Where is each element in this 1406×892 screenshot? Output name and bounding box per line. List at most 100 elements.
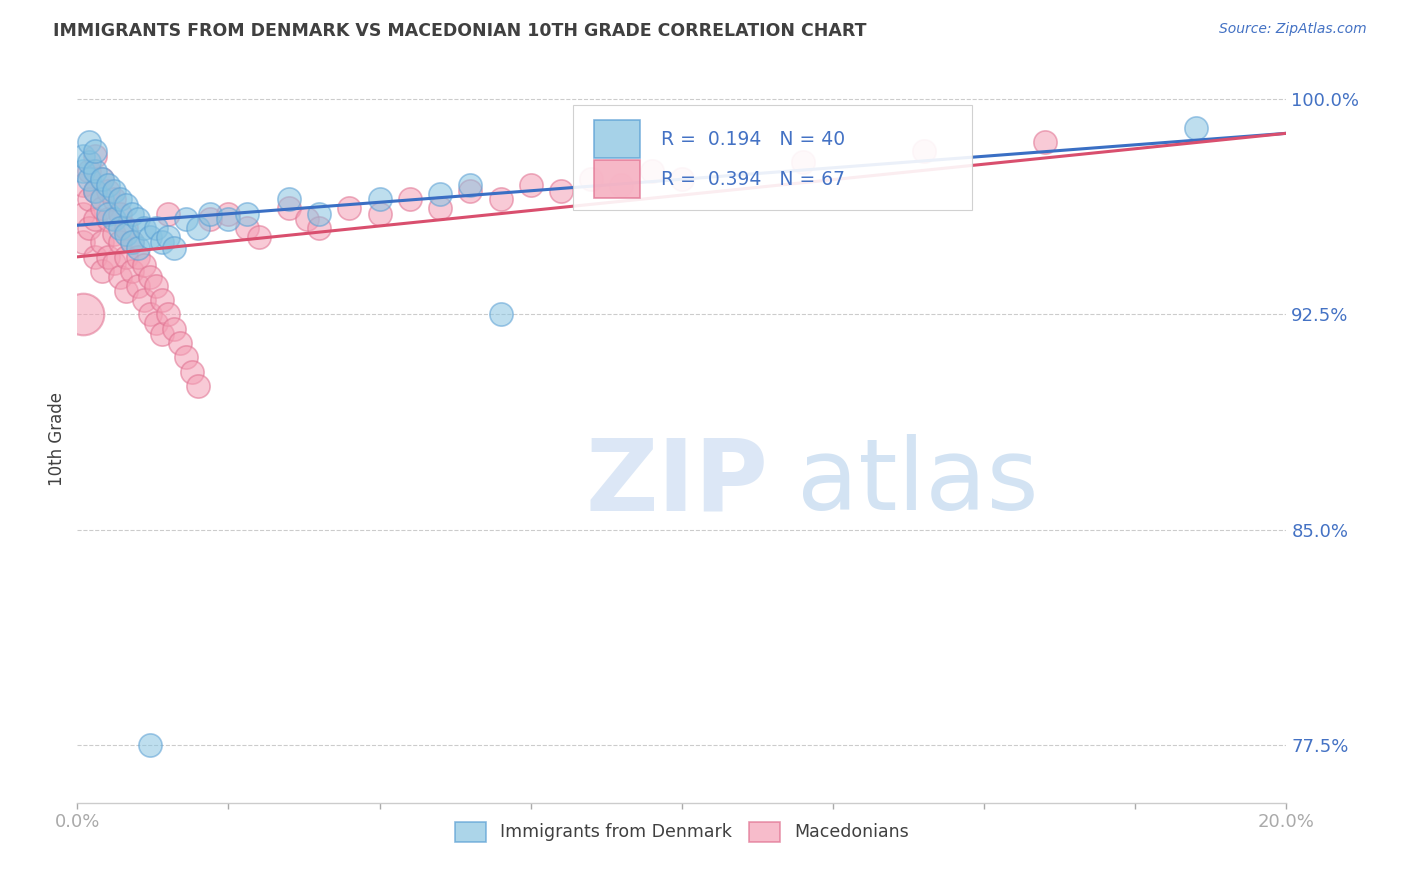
Point xyxy=(458,184,481,198)
Point xyxy=(79,155,101,169)
Point xyxy=(90,201,112,215)
Point xyxy=(671,172,693,186)
Point xyxy=(96,212,118,227)
Point xyxy=(72,163,94,178)
Point xyxy=(132,293,155,307)
Point xyxy=(84,144,107,158)
Point xyxy=(368,207,391,221)
Point xyxy=(114,285,136,299)
Point xyxy=(108,193,131,207)
Point xyxy=(145,316,167,330)
Point xyxy=(157,307,180,321)
Point xyxy=(79,135,101,149)
Point xyxy=(581,172,603,186)
Point xyxy=(489,307,512,321)
Point xyxy=(132,221,155,235)
Point xyxy=(187,221,209,235)
Text: IMMIGRANTS FROM DENMARK VS MACEDONIAN 10TH GRADE CORRELATION CHART: IMMIGRANTS FROM DENMARK VS MACEDONIAN 10… xyxy=(53,22,868,40)
Point xyxy=(79,193,101,207)
Point xyxy=(368,193,391,207)
Point xyxy=(278,201,301,215)
Point xyxy=(429,201,451,215)
Point xyxy=(90,264,112,278)
Point xyxy=(96,178,118,192)
Point xyxy=(235,207,257,221)
Point xyxy=(218,212,240,227)
Point xyxy=(1033,135,1056,149)
Point xyxy=(247,229,270,244)
Point xyxy=(458,178,481,192)
Point xyxy=(121,207,143,221)
Point xyxy=(90,172,112,186)
Point xyxy=(96,184,118,198)
Point xyxy=(429,186,451,201)
Point xyxy=(108,235,131,250)
Point xyxy=(157,207,180,221)
Point xyxy=(641,163,664,178)
Point xyxy=(139,269,162,284)
Text: atlas: atlas xyxy=(797,434,1039,532)
Point xyxy=(181,365,204,379)
Point xyxy=(150,235,173,250)
Point xyxy=(127,212,149,227)
Point xyxy=(1184,120,1206,135)
Point xyxy=(145,278,167,293)
Point xyxy=(163,241,186,255)
Point xyxy=(218,207,240,221)
Point xyxy=(308,221,330,235)
Point xyxy=(84,250,107,264)
Point xyxy=(114,221,136,235)
Point xyxy=(96,207,118,221)
Point xyxy=(610,178,633,192)
Point xyxy=(72,307,94,321)
Point xyxy=(79,163,101,178)
Bar xyxy=(593,161,640,198)
Point xyxy=(520,178,543,192)
Point xyxy=(792,155,814,169)
Point xyxy=(550,184,572,198)
Point xyxy=(139,307,162,321)
Text: R =  0.194   N = 40: R = 0.194 N = 40 xyxy=(661,129,845,149)
Point xyxy=(127,250,149,264)
Point xyxy=(103,184,125,198)
Point xyxy=(90,235,112,250)
Point xyxy=(84,149,107,163)
Point xyxy=(72,207,94,221)
Point xyxy=(121,235,143,250)
Point xyxy=(169,336,191,351)
Point xyxy=(139,739,162,753)
Point xyxy=(103,193,125,207)
FancyBboxPatch shape xyxy=(574,105,972,211)
Point xyxy=(114,227,136,241)
Point xyxy=(72,149,94,163)
Point xyxy=(96,250,118,264)
Point xyxy=(114,250,136,264)
Point xyxy=(121,264,143,278)
Point xyxy=(157,229,180,244)
Point xyxy=(308,207,330,221)
Point xyxy=(79,172,101,186)
Point xyxy=(150,327,173,342)
Point xyxy=(399,193,422,207)
Point xyxy=(84,184,107,198)
Bar xyxy=(593,120,640,158)
Point xyxy=(108,269,131,284)
Point xyxy=(103,212,125,227)
Text: ZIP: ZIP xyxy=(585,434,768,532)
Point xyxy=(90,193,112,207)
Point xyxy=(235,221,257,235)
Point xyxy=(337,201,360,215)
Text: Source: ZipAtlas.com: Source: ZipAtlas.com xyxy=(1219,22,1367,37)
Point xyxy=(489,193,512,207)
Point xyxy=(103,227,125,241)
Point xyxy=(139,229,162,244)
Point xyxy=(127,241,149,255)
Point xyxy=(174,212,197,227)
Point xyxy=(912,144,935,158)
Point xyxy=(84,184,107,198)
Point xyxy=(72,235,94,250)
Point xyxy=(79,221,101,235)
Point xyxy=(163,321,186,335)
Point xyxy=(127,278,149,293)
Point xyxy=(121,235,143,250)
